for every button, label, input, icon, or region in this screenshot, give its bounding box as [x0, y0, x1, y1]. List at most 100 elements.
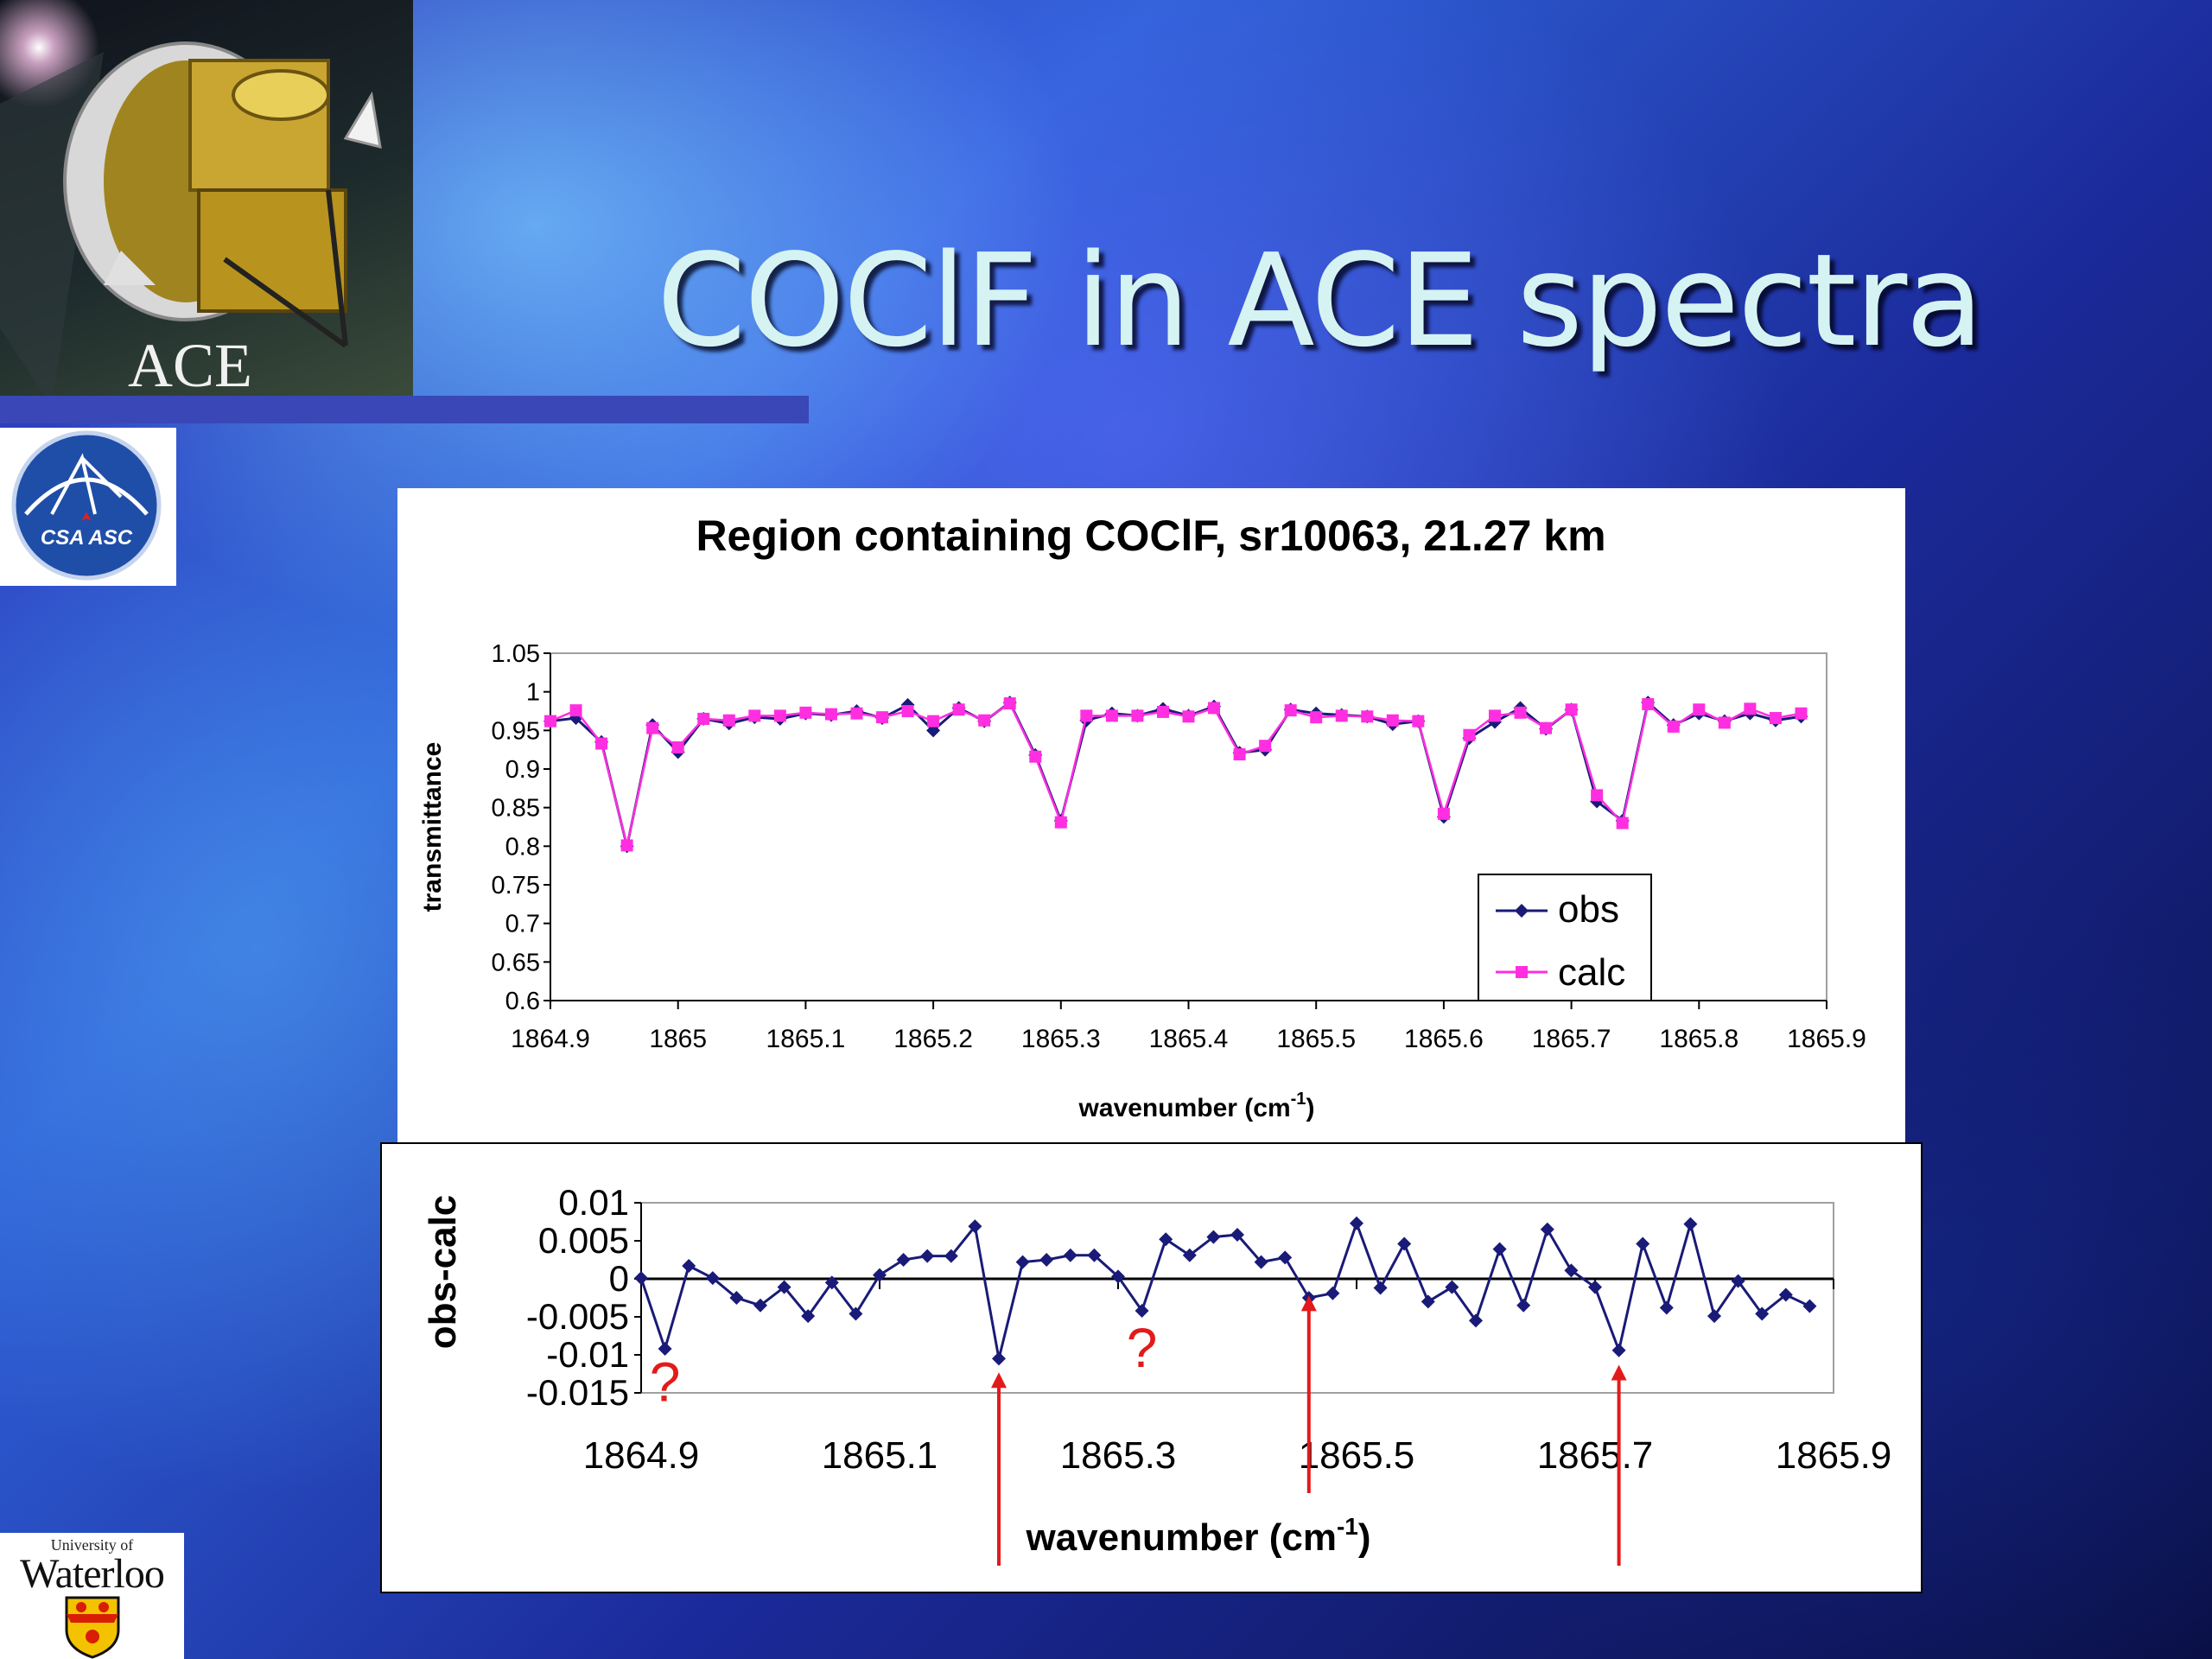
- transmittance-chart-panel: Region containing COClF, sr10063, 21.27 …: [397, 488, 1905, 1145]
- calc-point: [1233, 748, 1246, 761]
- residual-point: [1063, 1248, 1077, 1262]
- ace-satellite-icon: [0, 41, 382, 402]
- residual-point: [1755, 1306, 1770, 1321]
- calc-point: [901, 705, 914, 717]
- calc-point: [1156, 705, 1169, 718]
- calc-point: [1284, 704, 1297, 717]
- calc-series-line: [550, 702, 1802, 846]
- calc-point: [569, 704, 582, 717]
- question-mark-annotation: ?: [1127, 1317, 1158, 1379]
- y-tick-label: 0: [609, 1258, 629, 1299]
- residual-point: [1159, 1232, 1173, 1247]
- residual-point: [944, 1249, 958, 1263]
- x-axis-label: wavenumber (cm-1): [1078, 1090, 1315, 1122]
- calc-point: [722, 714, 735, 727]
- legend-calc-marker: [1516, 966, 1528, 978]
- calc-point: [773, 709, 786, 722]
- calc-point: [1054, 816, 1067, 829]
- calc-point: [1386, 714, 1399, 727]
- university-waterloo-logo: University of Waterloo: [0, 1533, 184, 1659]
- residual-point: [1135, 1303, 1149, 1318]
- x-axis-label-sup: -1: [1337, 1513, 1358, 1540]
- residual-point: [824, 1275, 839, 1290]
- residual-point: [1373, 1281, 1388, 1295]
- residual-point: [1182, 1248, 1197, 1262]
- csa-logo-text: CSA ASC: [41, 526, 133, 550]
- calc-point: [952, 703, 965, 716]
- calc-point: [697, 712, 710, 725]
- calc-point: [1310, 711, 1323, 724]
- residual-point: [1588, 1280, 1602, 1294]
- residual-point: [1802, 1299, 1817, 1313]
- residual-point: [1778, 1287, 1793, 1302]
- residual-point: [1540, 1222, 1554, 1236]
- residual-point: [1611, 1343, 1626, 1357]
- calc-point: [799, 706, 812, 719]
- residual-point: [1254, 1255, 1268, 1269]
- legend-calc-label: calc: [1558, 951, 1625, 994]
- calc-point: [671, 741, 684, 753]
- y-tick-label: 0.75: [492, 872, 540, 899]
- x-tick-label: 1865.3: [1060, 1434, 1177, 1477]
- y-tick-label: 0.85: [492, 795, 540, 823]
- calc-point: [1540, 721, 1553, 734]
- y-tick-label: -0.005: [526, 1296, 629, 1337]
- x-tick-label: 1865.7: [1537, 1434, 1654, 1477]
- calc-point: [927, 715, 940, 728]
- residual-point: [1325, 1286, 1340, 1300]
- calc-point: [1488, 709, 1501, 722]
- x-tick-label: 1865.7: [1532, 1025, 1611, 1053]
- residual-point: [1659, 1300, 1674, 1315]
- calc-point: [1463, 728, 1476, 741]
- residual-point: [992, 1351, 1006, 1366]
- x-axis-label-main: wavenumber (cm: [1078, 1094, 1291, 1122]
- residual-point: [1516, 1298, 1531, 1313]
- slide-title: COClF in ACE spectra: [657, 226, 1984, 375]
- calc-point: [1105, 709, 1118, 722]
- chart-title: Region containing COClF, sr10063, 21.27 …: [696, 512, 1605, 560]
- calc-point: [824, 708, 837, 721]
- residual-point: [753, 1298, 767, 1313]
- residual-point: [920, 1249, 935, 1263]
- calc-point: [1259, 740, 1272, 753]
- calc-point: [1080, 709, 1093, 722]
- y-tick-label: 0.01: [558, 1182, 629, 1223]
- residual-point: [1421, 1294, 1435, 1309]
- calc-point: [1437, 807, 1450, 820]
- title-underline-bar: [0, 396, 809, 423]
- residual-point: [1492, 1242, 1507, 1256]
- x-tick-label: 1865.9: [1787, 1025, 1866, 1053]
- calc-point: [748, 709, 761, 722]
- y-tick-label: 0.65: [492, 949, 540, 976]
- x-tick-label: 1864.9: [511, 1025, 590, 1053]
- residual-point: [873, 1268, 887, 1282]
- y-tick-label: 1.05: [492, 640, 540, 668]
- calc-point: [1667, 720, 1680, 733]
- calc-point: [1182, 710, 1195, 723]
- residual-point: [1301, 1291, 1316, 1305]
- x-tick-label: 1865.6: [1404, 1025, 1484, 1053]
- question-mark-annotation: ?: [650, 1351, 681, 1413]
- x-tick-label: 1865.9: [1776, 1434, 1892, 1477]
- csa-asc-logo-icon: CSA ASC: [11, 430, 162, 581]
- y-tick-label: -0.01: [546, 1334, 629, 1375]
- residual-point: [658, 1341, 672, 1356]
- calc-point: [1642, 697, 1655, 710]
- uw-logo-small-text: University of: [50, 1536, 134, 1554]
- residual-point: [1087, 1248, 1102, 1262]
- calc-point: [1514, 706, 1527, 719]
- residual-point: [1731, 1274, 1745, 1288]
- calc-point: [1412, 715, 1425, 728]
- residual-point: [705, 1271, 720, 1286]
- residual-point: [1230, 1227, 1244, 1242]
- y-tick-label: 0.7: [505, 911, 540, 938]
- x-tick-label: 1865.1: [822, 1434, 938, 1477]
- y-axis-label: transmittance: [418, 742, 447, 912]
- residual-point: [1111, 1269, 1125, 1284]
- y-axis-label: obs-calc: [422, 1195, 464, 1350]
- x-axis-label-main: wavenumber (cm: [1025, 1516, 1336, 1559]
- calc-point: [646, 721, 659, 734]
- residual-point: [968, 1219, 982, 1234]
- residual-point: [801, 1309, 816, 1324]
- calc-point: [1769, 712, 1782, 725]
